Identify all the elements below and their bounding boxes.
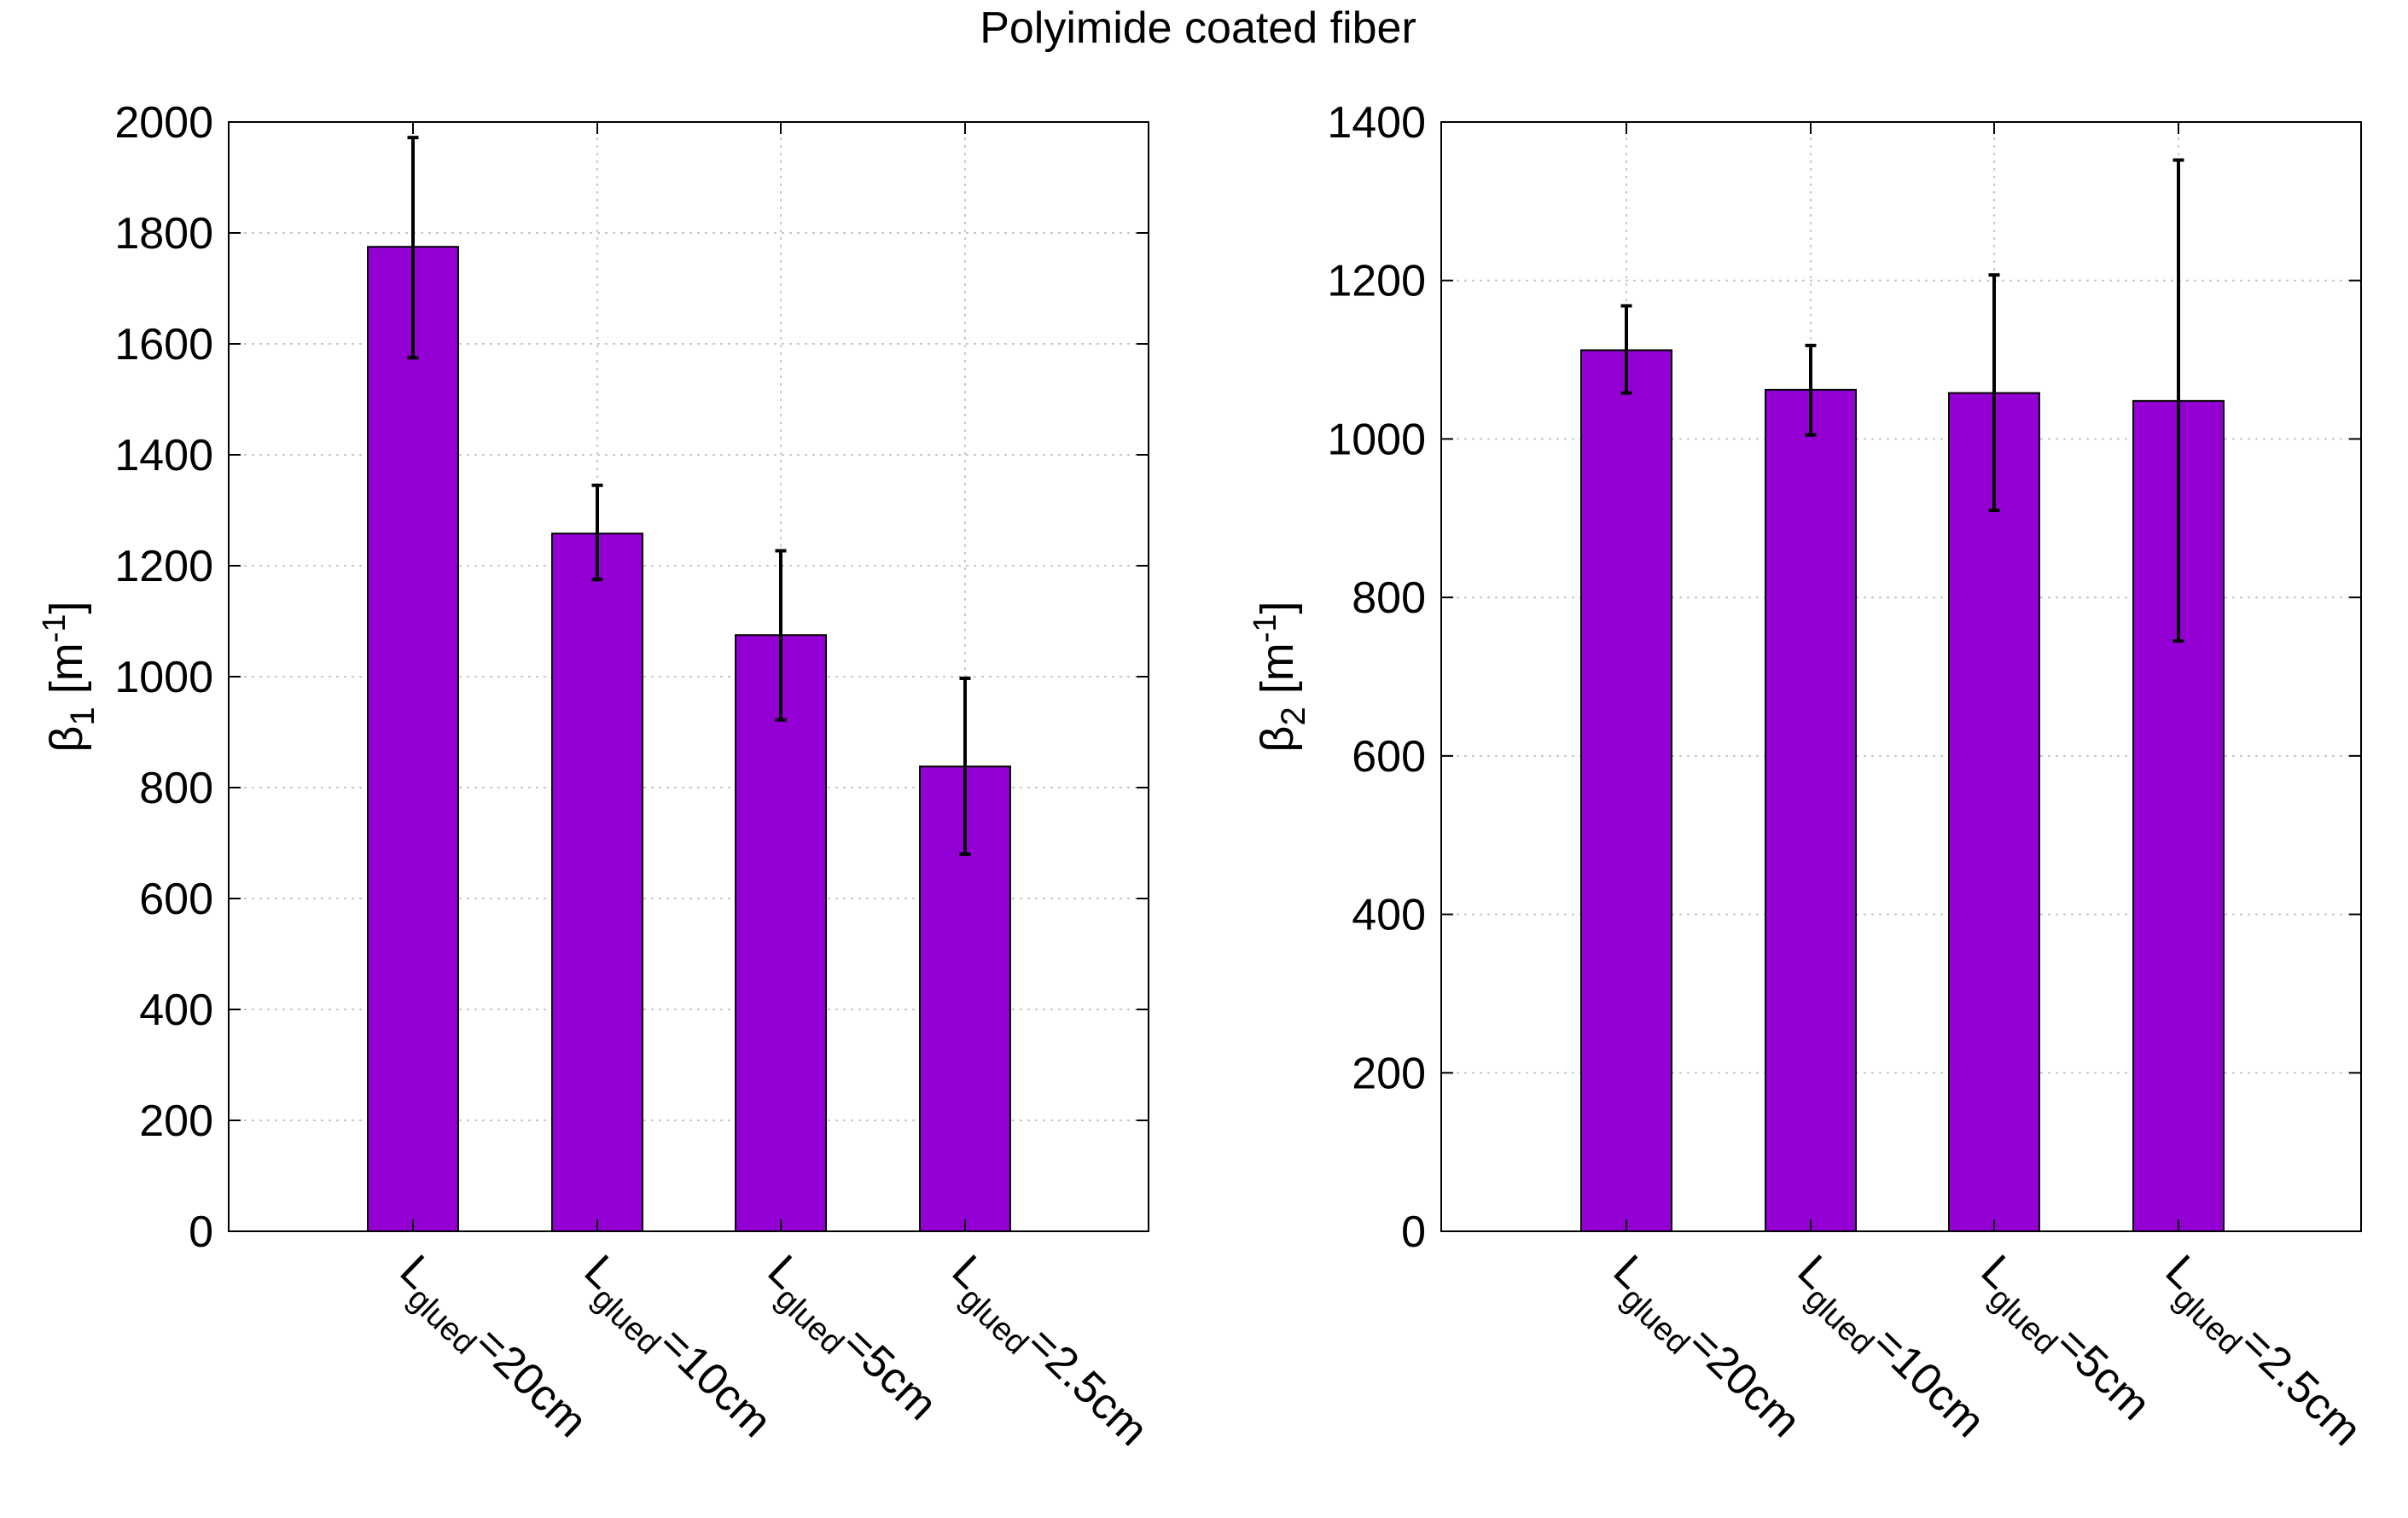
y-tick-label: 1600 <box>114 320 213 369</box>
y-tick-label: 600 <box>1352 732 1426 782</box>
bar <box>367 246 459 1232</box>
y-tick-label: 1200 <box>1327 257 1426 306</box>
x-tick-label: Lglued=10cm <box>567 1246 781 1455</box>
error-bar <box>1620 304 1632 395</box>
y-tick-label: 0 <box>189 1207 213 1257</box>
error-bar <box>407 136 419 360</box>
bar <box>1580 349 1672 1232</box>
x-tick-label: Lglued=2.5cm <box>935 1246 1158 1463</box>
x-tick-label: Lglued=2.5cm <box>2149 1246 2371 1463</box>
error-bar <box>1805 343 1817 437</box>
bar <box>551 532 643 1232</box>
x-tick-label: Lglued=20cm <box>1597 1246 1810 1455</box>
error-bar <box>959 676 971 856</box>
y-tick-label: 1000 <box>1327 415 1426 464</box>
bar <box>1765 388 1857 1233</box>
error-bar <box>1988 273 2000 512</box>
y-tick-label: 800 <box>139 764 213 813</box>
bar <box>1948 392 2040 1233</box>
y-tick-label: 1200 <box>114 542 213 591</box>
x-tick-label: Lglued=10cm <box>1781 1246 1994 1455</box>
y-tick-label: 400 <box>1352 891 1426 940</box>
error-bar <box>2172 158 2184 643</box>
y-tick-label: 200 <box>139 1096 213 1146</box>
y-tick-label: 2000 <box>114 98 213 148</box>
chart-panel-beta1: 0 200 400 600 800 1000 1200 1400 1600 1800 2000 Lgl… <box>37 98 1158 1463</box>
y-tick-label: 600 <box>139 875 213 924</box>
x-tick-label: Lglued=5cm <box>1964 1246 2161 1438</box>
y-tick-label: 800 <box>1352 573 1426 623</box>
y-tick-label: 1400 <box>114 431 213 480</box>
x-tick-label: Lglued=20cm <box>383 1246 596 1455</box>
plot-frame <box>1440 121 2362 1232</box>
bar <box>735 634 827 1232</box>
y-axis-label: β1 [m-1] <box>37 601 102 752</box>
error-bar <box>775 549 787 722</box>
x-tick-label: Lglued=5cm <box>751 1246 947 1438</box>
error-bar <box>591 483 603 582</box>
y-tick-label: 0 <box>1401 1207 1426 1257</box>
y-tick-label: 1400 <box>1327 98 1426 148</box>
y-axis-label: β2 [m-1] <box>1248 601 1312 752</box>
chart-panel-beta2: 0200400600800100012001400Lglued=20cmLglu… <box>1248 98 2371 1463</box>
y-tick-label: 200 <box>1352 1049 1426 1098</box>
y-tick-label: 1000 <box>114 653 213 702</box>
y-tick-label: 1800 <box>114 209 213 259</box>
figure-title: Polyimide coated fiber <box>980 3 1416 53</box>
y-tick-label: 400 <box>139 986 213 1035</box>
